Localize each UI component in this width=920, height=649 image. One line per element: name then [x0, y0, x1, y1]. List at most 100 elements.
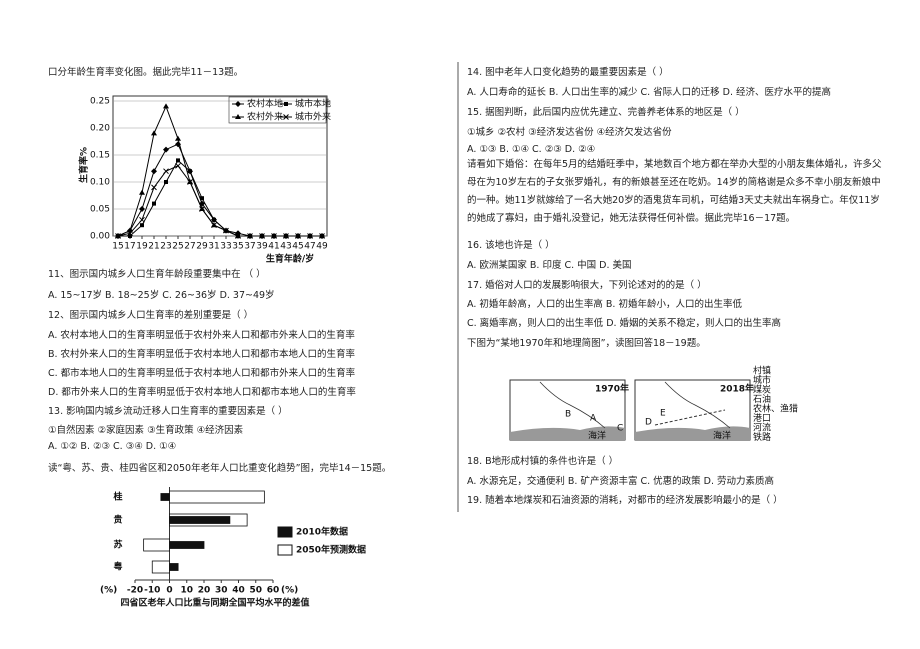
x-tick-label: 31 [208, 242, 219, 252]
marker [200, 196, 204, 201]
marker [175, 135, 181, 141]
x-tick-label: 0 [166, 586, 172, 596]
marker [164, 180, 168, 184]
category-label: 粤 [113, 561, 122, 573]
bar [169, 541, 205, 549]
panel-label: 1970年 [595, 383, 629, 395]
y-axis-label: 生育率% [78, 147, 90, 183]
sea [510, 426, 625, 440]
unit-label: (%) [100, 586, 117, 596]
x-tick-label: 27 [184, 242, 195, 252]
x-tick-label: 47 [304, 242, 315, 252]
marker [139, 216, 145, 223]
question-line: 14. 图中老年人口变化趋势的最重要因素是（ ） [467, 67, 669, 78]
marker [307, 233, 313, 239]
marker [128, 234, 132, 238]
sea [635, 426, 750, 440]
river [664, 381, 731, 429]
question-line: 16. 该地也许是（ ） [467, 240, 555, 251]
x-tick-label: 43 [280, 242, 291, 252]
legend-label: 2050年预测数据 [296, 544, 366, 556]
bar [169, 516, 231, 524]
bar [151, 560, 170, 574]
x-tick-label: 23 [160, 242, 171, 252]
category-label: 苏 [113, 539, 122, 551]
bar [169, 490, 265, 504]
bar [160, 493, 170, 501]
y-tick-label: 0.25 [90, 97, 110, 107]
marker [115, 233, 121, 239]
marker [235, 233, 241, 239]
marker [283, 233, 289, 239]
paragraph: 请看如下婚俗：在每年5月的结婚旺季中，某地数百个地方都在举办大型的小朋友集体婚礼… [467, 159, 882, 224]
legend-label: 农村外来 [247, 111, 283, 123]
x-tick-label: 25 [172, 242, 183, 252]
y-tick-label: 0.10 [90, 178, 110, 188]
question-line: C. 离婚率高，则人口的出生率低 D. 婚姻的关系不稳定，则人口的出生率高 [467, 318, 782, 329]
marker [163, 103, 169, 109]
question-line: A. 农村本地人口的生育率明显低于农村外来人口和都市外来人口的生育率 [48, 330, 355, 341]
question-line: A. 欧洲某国家 B. 印度 C. 中国 D. 美国 [467, 260, 632, 271]
marker [187, 179, 193, 185]
series-line [118, 159, 322, 237]
marker [199, 206, 205, 212]
marker [271, 233, 277, 239]
x-tick-label: 45 [292, 242, 303, 252]
railway [654, 409, 726, 426]
legend-label: 农村本地 [247, 98, 283, 110]
bar [169, 563, 179, 571]
category-label: 贵 [113, 514, 122, 526]
river [539, 381, 606, 429]
marker [283, 114, 289, 120]
question-line: B. 农村外来人口的生育率明显低于农村本地人口和都市本地人口的生育率 [48, 349, 356, 360]
map-legend-label: 铁路 [753, 431, 771, 443]
x-axis-label: 生育年龄/岁 [266, 253, 314, 265]
x-tick-label: 60 [267, 586, 280, 596]
marker [284, 102, 288, 106]
marker [188, 169, 192, 174]
series-line [117, 105, 322, 237]
map-legend-label: 城市 [753, 374, 771, 386]
point-label: E [660, 409, 666, 419]
question-line: 15. 据图判断，此后国内应优先建立、完善养老体系的地区是（ ） [467, 107, 745, 118]
caption: 四省区老年人口比重与同期全国平均水平的差值 [120, 597, 309, 609]
marker [235, 101, 241, 107]
x-tick-label: 30 [215, 586, 228, 596]
marker [139, 206, 145, 212]
question-line: A. 人口寿命的延长 B. 人口出生率的减少 C. 省际人口的迁移 D. 经济、… [467, 87, 832, 98]
map-legend-label: 河流 [753, 422, 771, 434]
marker [151, 168, 157, 175]
legend-label: 2010年数据 [296, 526, 348, 538]
x-tick-label: -20 [127, 586, 143, 596]
marker [127, 230, 133, 237]
intro-line: 口分年龄生育率变化图。据此完毕11－13题。 [48, 67, 244, 78]
question-line: A. ①② B. ②③ C. ③④ D. ①④ [48, 441, 177, 452]
unit-label: (%) [281, 586, 298, 596]
point-label: A [590, 414, 597, 424]
question-line: ①自然因素 ②家庭因素 ③生育政策 ④经济因素 [48, 425, 244, 436]
question-line: A. ①③ B. ①④ C. ②③ D. ②④ [467, 144, 596, 155]
x-tick-label: 35 [232, 242, 243, 252]
y-tick-label: 0.05 [90, 205, 110, 215]
bar [143, 538, 170, 552]
y-tick-label: 0.20 [90, 124, 110, 134]
sea-label: 海洋 [713, 430, 731, 442]
point-label: C [617, 424, 623, 434]
marker [151, 130, 157, 136]
marker [151, 184, 157, 191]
question-line: 19. 随着本地煤炭和石油资源的消耗，对都市的经济发展影响最小的是（ ） [467, 495, 783, 506]
sea-label: 海洋 [588, 430, 606, 442]
map-legend-label: 农林、渔猎 [753, 403, 798, 415]
marker [139, 189, 145, 195]
x-tick-label: -10 [144, 586, 160, 596]
x-tick-label: 17 [124, 242, 135, 252]
marker [176, 158, 180, 163]
x-tick-label: 50 [249, 586, 262, 596]
question-line: A. 15~17岁 B. 18~25岁 C. 26~36岁 D. 37~49岁 [48, 290, 275, 301]
y-tick-label: 0.15 [90, 151, 110, 161]
x-tick-label: 39 [256, 242, 268, 252]
marker [259, 233, 265, 239]
y-tick-label: 0.00 [90, 232, 110, 242]
question-line: A. 水源充足，交通便利 B. 矿产资源丰富 C. 优惠的政策 D. 劳动力素质… [467, 476, 775, 487]
